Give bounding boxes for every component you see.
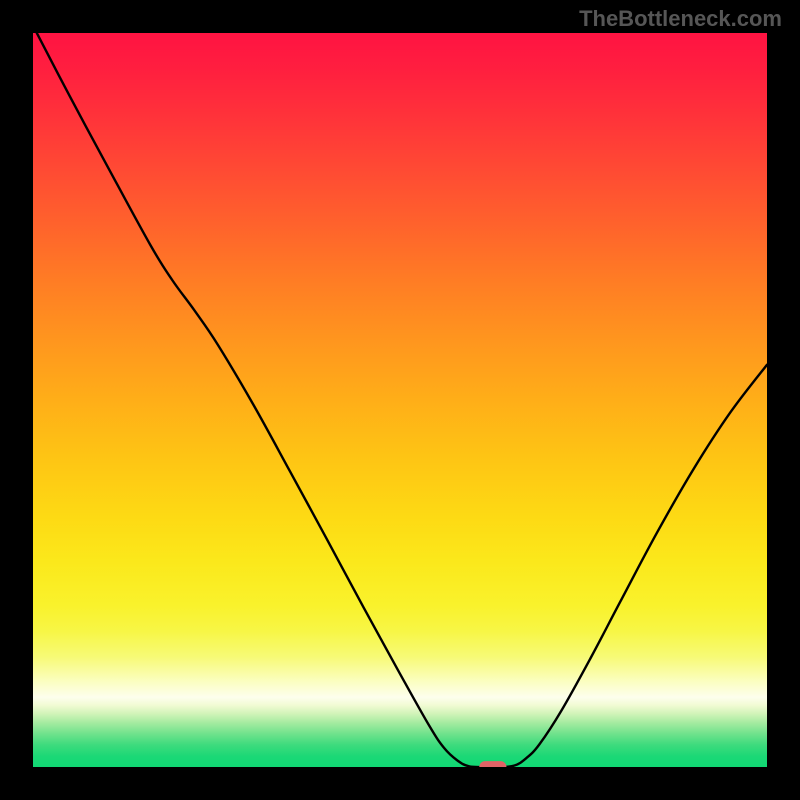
chart-stage: TheBottleneck.com: [0, 0, 800, 800]
watermark-text: TheBottleneck.com: [579, 6, 782, 32]
plot-background: [33, 33, 767, 767]
chart-svg: [0, 0, 800, 800]
